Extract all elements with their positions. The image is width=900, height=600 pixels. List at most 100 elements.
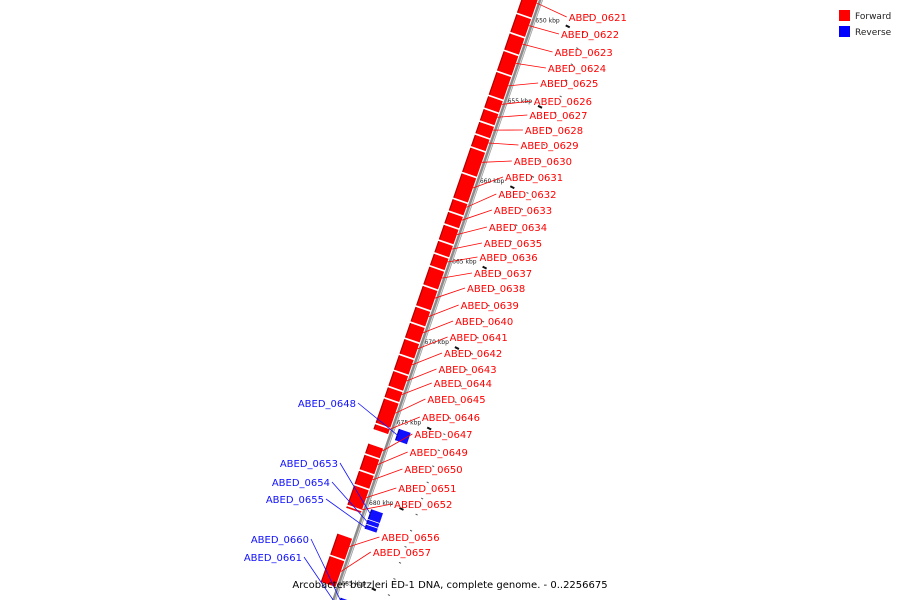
gene-abed-0654-label[interactable]: ABED_0654 (272, 478, 330, 489)
gene-abed-0649-body (360, 455, 380, 475)
gene-abed-0627-label[interactable]: ABED_0627 (529, 111, 587, 122)
gene-abed-0625-label[interactable]: ABED_0625 (540, 79, 598, 90)
gene-abed-0621 (516, 0, 538, 18)
gene-leader-line (411, 352, 443, 366)
tick-label: 670 kbp (424, 339, 449, 346)
gene-leader-line (417, 336, 448, 350)
gene-abed-0631-edge (453, 173, 463, 198)
gene-abed-0634-edge (438, 224, 445, 240)
gene-leader-line (331, 481, 370, 525)
gene-abed-0660-label[interactable]: ABED_0660 (251, 535, 309, 546)
gene-abed-0648-label[interactable]: ABED_0648 (298, 399, 356, 410)
minor-tick (459, 384, 463, 387)
gene-abed-0629-edge (470, 134, 476, 147)
gene-abed-0638-label[interactable]: ABED_0638 (467, 284, 525, 295)
gene-leader-line (406, 368, 437, 382)
minor-tick (454, 401, 457, 403)
gene-abed-0641-label[interactable]: ABED_0641 (450, 333, 508, 344)
gene-abed-0621-label[interactable]: ABED_0621 (569, 13, 627, 24)
legend: Forward Reverse (839, 10, 892, 38)
gene-abed-0649 (359, 454, 380, 475)
gene-leader-line (466, 193, 497, 208)
gene-abed-0642-label[interactable]: ABED_0642 (444, 349, 502, 360)
gene-abed-0639-body (411, 307, 431, 327)
gene-abed-0656 (330, 533, 353, 560)
scale-ticks: 650 kbp 655 kbp 660 kbp 665 kbp 670 kbp 675 k… (341, 15, 590, 596)
gene-abed-0627 (479, 108, 499, 126)
gene-abed-0628-label[interactable]: ABED_0628 (525, 126, 583, 137)
gene-abed-0661-label[interactable]: ABED_0661 (244, 553, 302, 564)
gene-abed-0631 (453, 173, 477, 203)
gene-leader-line (382, 433, 413, 452)
gene-abed-0637-edge (423, 266, 431, 285)
gene-abed-0650-label[interactable]: ABED_0650 (404, 465, 462, 476)
gene-leader-line (428, 304, 459, 318)
gene-abed-0626 (484, 96, 503, 113)
gene-leader-line (339, 462, 373, 517)
gene-abed-0636 (429, 253, 449, 271)
gene-abed-0624-label[interactable]: ABED_0624 (548, 64, 606, 75)
minor-tick (576, 47, 579, 50)
gene-abed-0640-label[interactable]: ABED_0640 (455, 317, 513, 328)
gene-abed-0630-label[interactable]: ABED_0630 (514, 157, 572, 168)
gene-abed-0653-label[interactable]: ABED_0653 (280, 459, 338, 470)
gene-leader-line (481, 160, 512, 163)
gene-leader-line (366, 487, 397, 498)
minor-tick (426, 481, 429, 484)
gene-abed-0646-body (373, 424, 390, 435)
backbone-line (332, 0, 543, 600)
gene-abed-0633 (444, 211, 463, 229)
gene-abed-0622-label[interactable]: ABED_0622 (561, 30, 619, 41)
minor-tick (443, 433, 446, 436)
gene-leader-line (395, 398, 426, 414)
gene-abed-0621-edge (516, 0, 523, 13)
gene-abed-0625 (488, 72, 512, 100)
gene-abed-0645-label[interactable]: ABED_0645 (427, 395, 485, 406)
gene-abed-0650-edge (354, 470, 361, 485)
gene-abed-0657-label[interactable]: ABED_0657 (373, 548, 431, 559)
gene-abed-0655-label[interactable]: ABED_0655 (266, 495, 324, 506)
gene-abed-0656-label[interactable]: ABED_0656 (381, 533, 439, 544)
gene-abed-0634-label[interactable]: ABED_0634 (489, 223, 547, 234)
gene-abed-0631-label[interactable]: ABED_0631 (505, 173, 563, 184)
gene-leader-line (515, 62, 546, 69)
tick-label: 675 kbp (397, 419, 422, 426)
gene-abed-0648 (394, 428, 411, 445)
minor-tick (420, 497, 424, 500)
gene-abed-0633-label[interactable]: ABED_0633 (494, 206, 552, 217)
gene-abed-0646-edge (373, 424, 377, 430)
gene-abed-0643-label[interactable]: ABED_0643 (438, 365, 496, 376)
gene-abed-0652-label[interactable]: ABED_0652 (394, 500, 452, 511)
minor-tick (398, 561, 402, 564)
gene-abed-0623-body (504, 33, 525, 55)
minor-tick (559, 95, 562, 98)
gene-abed-0646-label[interactable]: ABED_0646 (422, 413, 480, 424)
gene-leader-line (456, 226, 488, 236)
gene-abed-0639-label[interactable]: ABED_0639 (461, 301, 519, 312)
minor-tick (553, 111, 557, 114)
gene-abed-0660 (339, 597, 348, 600)
gene-abed-0632-label[interactable]: ABED_0632 (498, 190, 556, 201)
gene-abed-0649-label[interactable]: ABED_0649 (410, 448, 468, 459)
gene-abed-0626-label[interactable]: ABED_0626 (534, 97, 592, 108)
gene-leader-line (528, 25, 560, 35)
minor-tick (492, 288, 496, 291)
gene-abed-0637-label[interactable]: ABED_0637 (474, 269, 532, 280)
gene-abed-0644-label[interactable]: ABED_0644 (434, 379, 492, 390)
gene-abed-0647-label[interactable]: ABED_0647 (414, 430, 472, 441)
minor-tick (487, 304, 490, 307)
gene-abed-0623-label[interactable]: ABED_0623 (555, 48, 613, 59)
gene-abed-0648-edge (394, 428, 400, 441)
gene-abed-0633-edge (444, 211, 450, 224)
gene-abed-0660-edge (339, 597, 342, 600)
minor-tick (387, 594, 391, 596)
gene-leader-line (434, 287, 466, 299)
gene-abed-0629-label[interactable]: ABED_0629 (520, 141, 578, 152)
tick-label: 680 kbp (369, 500, 394, 507)
gene-abed-0651-label[interactable]: ABED_0651 (398, 484, 456, 495)
gene-leader-line (377, 451, 408, 466)
gene-abed-0635-label[interactable]: ABED_0635 (484, 239, 542, 250)
gene-abed-0636-label[interactable]: ABED_0636 (479, 253, 537, 264)
